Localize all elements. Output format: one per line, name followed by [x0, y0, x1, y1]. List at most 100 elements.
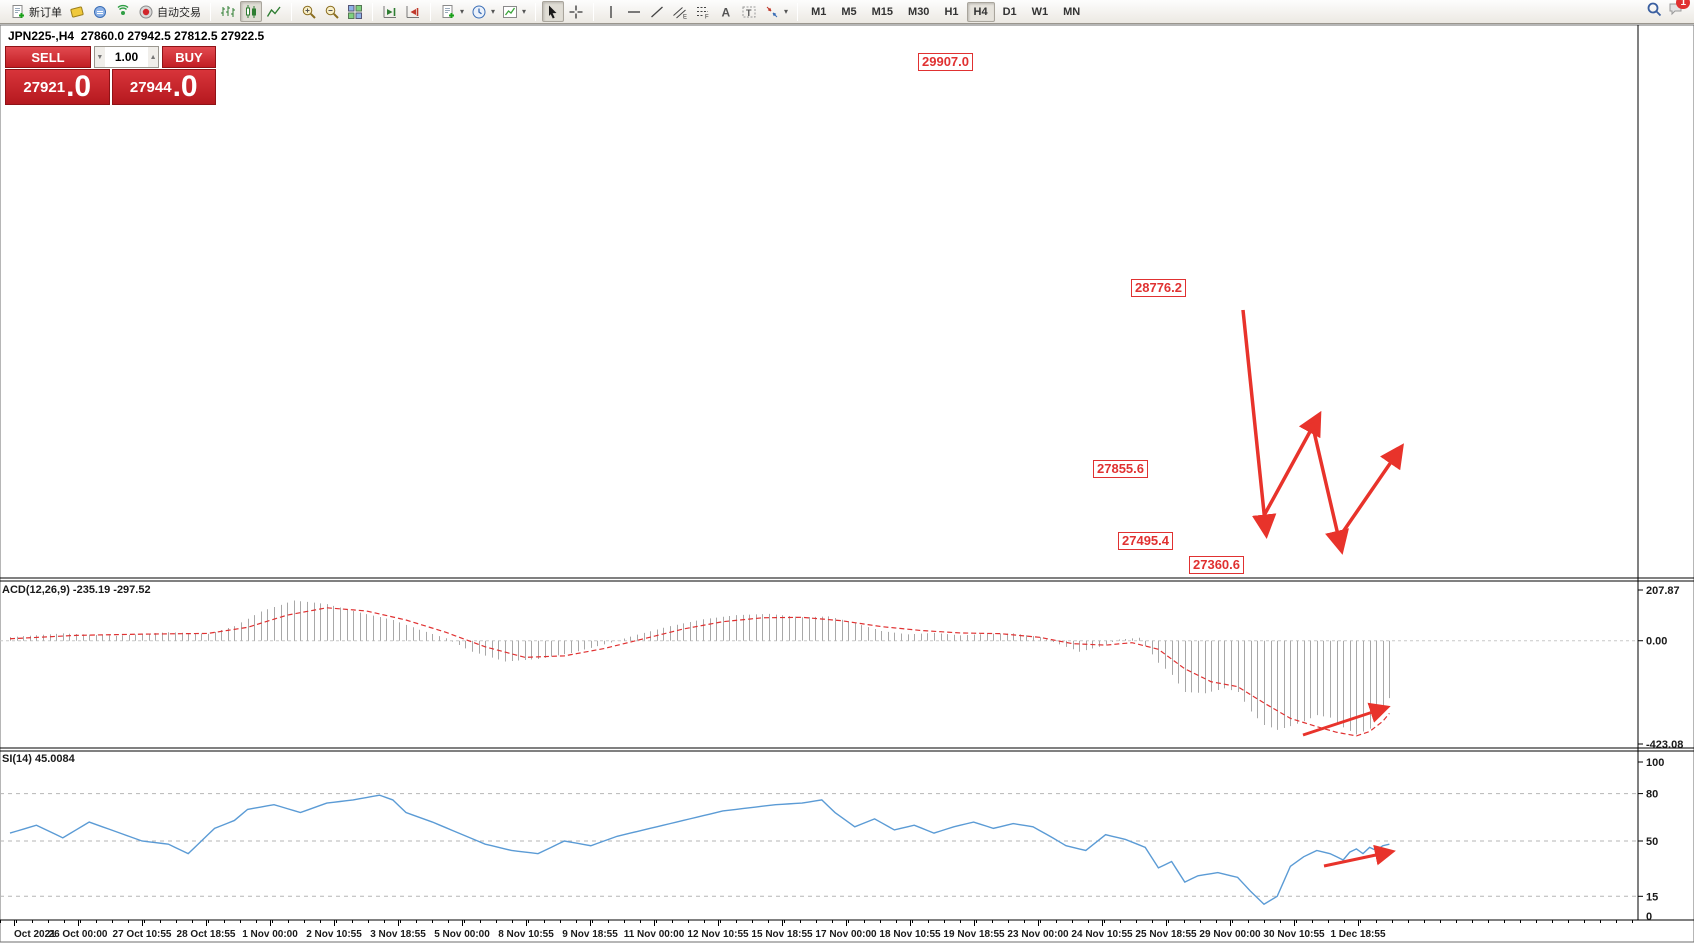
line-chart-button[interactable] [263, 1, 285, 22]
auto-scroll-icon [382, 4, 398, 20]
notification-button[interactable]: 1 [1668, 0, 1690, 22]
bar-chart-button[interactable] [217, 1, 239, 22]
timeframe-w1[interactable]: W1 [1031, 5, 1049, 18]
time-tick-label: 8 Nov 10:55 [498, 929, 554, 940]
timeframe-m15[interactable]: M15 [871, 5, 894, 18]
timeframe-m5[interactable]: M5 [841, 5, 857, 18]
auto-scroll-button[interactable] [379, 1, 401, 22]
time-tick-label: 27 Oct 10:55 [113, 929, 172, 940]
chevron-down-icon[interactable]: ▾ [522, 7, 527, 16]
zoom-in-button[interactable] [298, 1, 320, 22]
search-button[interactable] [1646, 1, 1662, 22]
signals-button[interactable] [112, 1, 134, 22]
sell-price[interactable]: 27921.0 [5, 69, 110, 105]
candlestick-chart-button[interactable] [240, 1, 262, 22]
timeframe-switcher: M1 M5 M15 M30 H1 H4 D1 W1 MN [801, 1, 1090, 22]
tile-windows-button[interactable] [344, 1, 366, 22]
new-order-button[interactable]: 新订单 [7, 1, 65, 22]
trend-arrow-2[interactable] [1259, 410, 1322, 522]
time-tick-label: 11 Nov 00:00 [624, 929, 685, 940]
rsi-arrow[interactable] [1323, 844, 1396, 868]
price-callout-29907.0[interactable]: 29907.0 [918, 53, 973, 71]
text-button[interactable]: A [715, 1, 737, 22]
history-button[interactable] [66, 1, 88, 22]
time-tick-label: Oct 2021 [14, 929, 56, 940]
trend-arrow-1[interactable] [1241, 309, 1277, 539]
templates-button[interactable]: ▾ [499, 1, 529, 22]
one-click-trade-panel: SELL ▼ ▲ BUY 27921.0 27944.0 [5, 46, 216, 105]
chevron-down-icon[interactable]: ▾ [784, 7, 789, 16]
vertical-line-button[interactable] [600, 1, 622, 22]
cursor-button[interactable] [542, 1, 565, 22]
macd-axis-tick: -423.08 [1646, 739, 1683, 751]
trendline-button[interactable] [646, 1, 668, 22]
indicators-button[interactable]: ▾ [437, 1, 467, 22]
label-button[interactable]: T [738, 1, 760, 22]
time-tick-label: 23 Nov 00:00 [1007, 929, 1069, 940]
rsi-axis-tick: 80 [1646, 789, 1658, 801]
autotrading-label: 自动交易 [157, 6, 201, 19]
time-tick-label: 2 Nov 10:55 [306, 929, 362, 940]
main-chart-panel [1241, 309, 1404, 555]
macd-axis-tick: 0.00 [1646, 636, 1667, 648]
chart-shift-button[interactable] [402, 1, 424, 22]
sell-button[interactable]: SELL [5, 46, 91, 68]
volume-stepper: ▼ ▲ [94, 46, 159, 68]
timeframe-mn[interactable]: MN [1063, 5, 1081, 18]
new-order-label: 新订单 [29, 6, 62, 19]
rsi-axis-tick: 15 [1646, 891, 1658, 903]
horizontal-line-icon [626, 4, 642, 20]
channel-button[interactable]: E [669, 1, 691, 22]
search-icon [1646, 2, 1662, 21]
macd-arrow[interactable] [1302, 702, 1391, 737]
rsi-indicator-label: SI(14) 45.0084 [2, 753, 75, 765]
toolbar: 新订单 自动交易 ▾ ▾ ▾ E F A T ▾ M1 M5 M15 M30 H1 H4 D1 W1 MN 1 [0, 0, 1694, 24]
rsi-axis-tick: 0 [1646, 911, 1652, 923]
time-tick-label: 24 Nov 10:55 [1071, 929, 1133, 940]
periods-button[interactable]: ▾ [468, 1, 498, 22]
crosshair-button[interactable] [565, 1, 587, 22]
price-callout-27855.6[interactable]: 27855.6 [1093, 460, 1148, 478]
time-tick-label: 5 Nov 00:00 [434, 929, 490, 940]
fibonacci-icon: F [695, 4, 711, 20]
time-tick-label: 1 Dec 18:55 [1330, 929, 1385, 940]
timeframe-h1[interactable]: H1 [944, 5, 959, 18]
trend-arrow-4[interactable] [1334, 443, 1404, 543]
svg-text:A: A [722, 5, 731, 19]
chevron-down-icon[interactable]: ▾ [491, 7, 496, 16]
volume-increase-button[interactable]: ▲ [148, 47, 158, 67]
fibonacci-button[interactable]: F [692, 1, 714, 22]
vertical-line-icon [603, 4, 619, 20]
svg-text:F: F [705, 14, 709, 20]
price-callout-27360.6[interactable]: 27360.6 [1189, 556, 1244, 574]
buy-price[interactable]: 27944.0 [111, 69, 216, 105]
experts-button[interactable] [89, 1, 111, 22]
arrows-button[interactable]: ▾ [761, 1, 791, 22]
timeframe-m30[interactable]: M30 [908, 5, 930, 18]
macd-histogram [10, 600, 1390, 735]
candlestick-chart-icon [243, 4, 259, 20]
price-callout-27495.4[interactable]: 27495.4 [1118, 532, 1173, 550]
buy-button[interactable]: BUY [162, 46, 216, 68]
zoom-out-button[interactable] [321, 1, 343, 22]
timeframe-m1[interactable]: M1 [811, 5, 827, 18]
time-tick-label: 30 Nov 10:55 [1263, 929, 1325, 940]
chevron-down-icon[interactable]: ▾ [460, 7, 465, 16]
timeframe-h4[interactable]: H4 [966, 1, 995, 22]
timeframe-d1[interactable]: D1 [1002, 5, 1017, 18]
zoom-in-icon [301, 4, 317, 20]
text-icon: A [718, 4, 734, 20]
trend-arrow-3[interactable] [1310, 422, 1349, 555]
line-chart-icon [266, 4, 282, 20]
volume-decrease-button[interactable]: ▼ [95, 47, 105, 67]
time-tick-label: 12 Nov 10:55 [687, 929, 749, 940]
volume-input[interactable] [104, 47, 149, 67]
periods-icon [471, 4, 487, 20]
horizontal-line-button[interactable] [623, 1, 645, 22]
time-tick-label: 19 Nov 18:55 [943, 929, 1005, 940]
rsi-axis-tick: 100 [1646, 757, 1664, 769]
price-callout-28776.2[interactable]: 28776.2 [1131, 279, 1186, 297]
signals-icon [115, 4, 131, 20]
autotrading-button[interactable]: 自动交易 [135, 1, 204, 22]
